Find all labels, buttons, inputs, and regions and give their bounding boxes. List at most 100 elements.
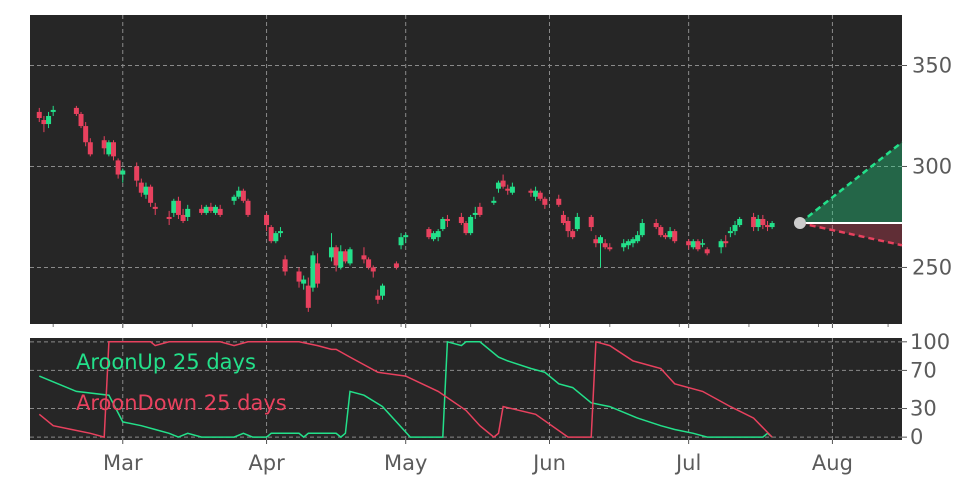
candle-body — [718, 241, 724, 248]
candle-body — [755, 218, 761, 228]
candle-body — [505, 188, 511, 191]
x-tick-label: Mar — [103, 451, 143, 475]
candle-body — [203, 206, 209, 213]
candle-body — [556, 198, 562, 205]
price-panel-background — [30, 15, 902, 324]
aroon-down-line — [38, 340, 773, 439]
y-tick-label: 350 — [912, 53, 952, 77]
candle-body — [213, 206, 219, 213]
candle-body — [732, 225, 738, 232]
candle-body — [700, 243, 706, 245]
candle-body — [296, 271, 302, 282]
y-tick-label: 100 — [910, 330, 950, 354]
candle-body — [602, 243, 608, 248]
candle-body — [166, 216, 172, 219]
candle-body — [570, 231, 576, 238]
candle-body — [370, 267, 376, 272]
candle-body — [435, 231, 441, 238]
candle-body — [630, 239, 636, 244]
candle-body — [315, 263, 321, 284]
candle-body — [106, 142, 112, 155]
forecast-cone — [793, 141, 903, 247]
candle-body — [208, 206, 214, 211]
candle-body — [528, 190, 534, 193]
candle-body — [574, 216, 580, 230]
y-tick-label: 0 — [910, 425, 923, 449]
candle-body — [704, 249, 710, 254]
candle-body — [199, 208, 205, 213]
y-tick-label: 250 — [912, 255, 952, 279]
candle-body — [115, 160, 121, 175]
candle-body — [120, 170, 126, 175]
candle-body — [607, 247, 613, 250]
aroon-lines — [38, 340, 773, 439]
candle-body — [46, 115, 52, 125]
candle-body — [751, 216, 757, 228]
candle-body — [83, 126, 89, 143]
y-tick-label: 300 — [912, 154, 952, 178]
candle-body — [217, 208, 223, 215]
aroon-panel-background — [30, 338, 902, 440]
candle-body — [440, 218, 446, 230]
candle-body — [426, 229, 432, 238]
candle-body — [625, 241, 631, 246]
last-price-marker — [793, 217, 806, 230]
candle-body — [361, 255, 367, 260]
candle-body — [375, 295, 381, 300]
candle-body — [333, 247, 339, 266]
candle-body — [143, 186, 149, 195]
candle-body — [185, 208, 191, 217]
candle-body — [134, 166, 140, 181]
candle-body — [593, 239, 599, 244]
candle-body — [180, 214, 186, 221]
candle-body — [537, 192, 543, 199]
candle-body — [175, 200, 181, 215]
candle-body — [477, 206, 483, 215]
candle-body — [653, 223, 659, 228]
candle-body — [148, 186, 154, 203]
candlestick-series — [36, 105, 775, 312]
candle-body — [737, 218, 743, 226]
candle-body — [723, 241, 729, 244]
candle-body — [101, 140, 107, 149]
candle-body — [764, 225, 770, 228]
candle-body — [635, 235, 641, 242]
candle-body — [760, 218, 766, 226]
candle-body — [342, 251, 348, 262]
candle-body — [621, 243, 627, 248]
y-tick-label: 30 — [910, 397, 937, 421]
aroon-up-line — [39, 340, 773, 439]
candle-body — [690, 241, 696, 248]
forecast-upper-line — [799, 141, 903, 224]
candle-body — [565, 221, 571, 232]
candle-body — [667, 231, 673, 238]
candle-body — [110, 142, 116, 157]
legend-aroon-up: AroonUp 25 days — [76, 350, 256, 374]
candle-body — [310, 255, 316, 288]
candle-body — [431, 233, 437, 240]
candle-body — [769, 223, 775, 228]
x-tick-label: May — [384, 451, 427, 475]
forecast-lower-line — [799, 221, 903, 247]
candle-body — [458, 216, 464, 224]
candle-body — [500, 180, 506, 187]
candle-body — [273, 233, 279, 242]
candle-body — [282, 259, 288, 272]
x-tick-label: Aug — [812, 451, 853, 475]
candle-body — [171, 200, 177, 213]
candle-body — [491, 200, 497, 203]
candle-body — [509, 186, 515, 193]
candle-body — [305, 285, 311, 308]
x-tick-label: Apr — [248, 451, 285, 475]
candle-body — [236, 190, 242, 197]
candle-body — [662, 235, 668, 238]
candle-body — [264, 214, 270, 226]
candle-body — [87, 142, 93, 155]
legend-aroon-down: AroonDown 25 days — [76, 391, 287, 415]
candle-body — [403, 235, 409, 238]
candle-body — [328, 247, 334, 258]
candle-body — [398, 237, 404, 246]
candle-body — [240, 190, 246, 201]
candle-body — [672, 231, 678, 242]
